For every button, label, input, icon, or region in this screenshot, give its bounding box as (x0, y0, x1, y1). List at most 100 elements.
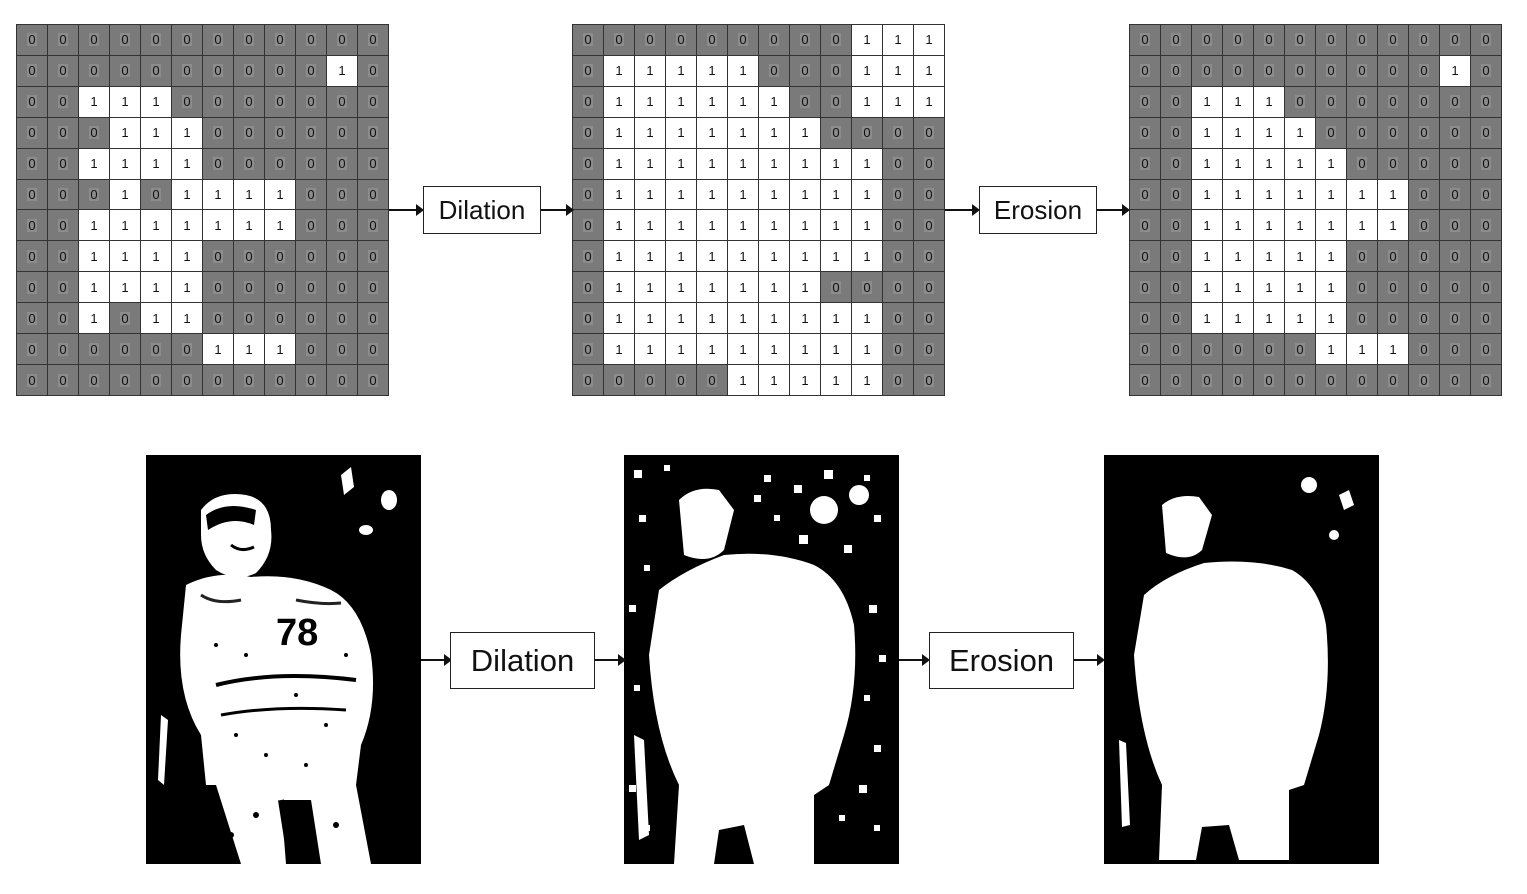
grid-cell-value: 0 (1388, 310, 1398, 326)
arrow-icon (421, 654, 452, 666)
grid-cell: 0 (914, 365, 944, 395)
grid-cell: 1 (759, 272, 789, 303)
grid-cell-value: 1 (677, 156, 685, 172)
grid-cell-value: 0 (1450, 217, 1460, 233)
grid-cell-value: 0 (1419, 125, 1429, 141)
grid-cell: 1 (728, 179, 758, 210)
grid-cell: 0 (327, 334, 357, 365)
grid-cell-value: 0 (1357, 372, 1367, 388)
grid-cell-value: 1 (1234, 94, 1242, 110)
grid-cell: 0 (1440, 210, 1470, 241)
grid-cell: 0 (1130, 303, 1160, 334)
grid-cell: 0 (1130, 210, 1160, 241)
grid-cell: 1 (759, 241, 789, 272)
grid-cell: 0 (296, 303, 326, 334)
grid-cell: 1 (790, 334, 820, 365)
svg-text:78: 78 (276, 612, 318, 654)
grid-cell-value: 0 (337, 279, 347, 295)
grid-cell-value: 0 (27, 125, 37, 141)
grid-cell: 1 (110, 148, 140, 179)
grid-cell: 0 (604, 365, 634, 395)
grid-cell: 0 (172, 55, 202, 86)
grid-cell: 0 (296, 55, 326, 86)
grid-cell-value: 0 (182, 341, 192, 357)
grid-cell-value: 0 (769, 32, 779, 48)
grid-cell: 1 (852, 86, 882, 117)
grid-cell: 0 (790, 86, 820, 117)
grid-cell-value: 0 (1140, 63, 1150, 79)
grid-cell-value: 1 (1358, 217, 1366, 233)
grid-cell: 0 (573, 86, 603, 117)
grid-cell: 0 (573, 210, 603, 241)
grid-cell-value: 1 (1358, 341, 1366, 357)
grid-cell: 0 (697, 365, 727, 395)
grid-cell-value: 1 (832, 156, 840, 172)
grid-cell: 1 (141, 117, 171, 148)
grid-cell: 0 (203, 303, 233, 334)
grid-cell: 0 (1409, 241, 1439, 272)
grid-cell: 0 (79, 117, 109, 148)
grid-cell-value: 0 (368, 372, 378, 388)
grid-cell: 1 (1254, 241, 1284, 272)
grid-cell: 0 (234, 303, 264, 334)
grid-cell-value: 0 (1419, 94, 1429, 110)
grid-cell-value: 0 (1481, 32, 1491, 48)
grid-cell-value: 1 (894, 32, 902, 48)
grid-cell: 0 (1409, 86, 1439, 117)
grid-cell: 0 (1161, 86, 1191, 117)
grid-cell: 0 (914, 272, 944, 303)
grid-cell: 1 (172, 179, 202, 210)
grid-cell-value: 1 (677, 310, 685, 326)
grid-cell-value: 1 (770, 310, 778, 326)
grid-cell-value: 1 (214, 341, 222, 357)
grid-cell: 1 (821, 179, 851, 210)
grid-cell-value: 0 (924, 310, 934, 326)
grid-cell: 0 (1192, 55, 1222, 86)
grid-cell: 0 (1161, 303, 1191, 334)
grid-cell-value: 0 (862, 279, 872, 295)
grid-cell-value: 0 (1388, 94, 1398, 110)
grid-cell-value: 0 (368, 248, 378, 264)
grid-cell-value: 0 (1140, 94, 1150, 110)
grid-cell: 1 (172, 241, 202, 272)
grid-cell-value: 0 (1140, 341, 1150, 357)
grid-cell: 1 (203, 334, 233, 365)
grid-cell-value: 0 (1140, 32, 1150, 48)
grid-cell: 1 (790, 148, 820, 179)
dilated-silhouette-image (624, 455, 899, 864)
grid-cell-value: 1 (1296, 125, 1304, 141)
grid-cell: 0 (1161, 241, 1191, 272)
grid-cell: 0 (1130, 272, 1160, 303)
grid-cell: 0 (914, 241, 944, 272)
grid-cell-value: 0 (1264, 341, 1274, 357)
grid-cell-value: 1 (832, 341, 840, 357)
grid-cell-value: 1 (863, 63, 871, 79)
grid-cell-value: 0 (1481, 187, 1491, 203)
grid-cell: 0 (79, 25, 109, 55)
grid-cell: 0 (759, 55, 789, 86)
grid-cell: 0 (821, 117, 851, 148)
grid-cell-value: 1 (338, 63, 346, 79)
grid-cell: 0 (327, 210, 357, 241)
grid-cell-value: 1 (183, 217, 191, 233)
grid-cell-value: 0 (831, 63, 841, 79)
grid-cell-value: 0 (1171, 125, 1181, 141)
grid-cell: 0 (17, 86, 47, 117)
grid-cell-value: 1 (1451, 63, 1459, 79)
grid-cell: 0 (1409, 210, 1439, 241)
grid-cell: 1 (635, 241, 665, 272)
grid-cell-value: 1 (1389, 187, 1397, 203)
grid-cell: 0 (1130, 179, 1160, 210)
grid-cell-value: 0 (707, 372, 717, 388)
grid-cell: 0 (327, 365, 357, 395)
grid-cell: 0 (1130, 25, 1160, 55)
grid-cell: 0 (1161, 334, 1191, 365)
grid-cell-value: 1 (245, 187, 253, 203)
grid-cell: 1 (1347, 334, 1377, 365)
grid-cell-value: 1 (770, 217, 778, 233)
grid-cell: 1 (1254, 272, 1284, 303)
grid-cell-value: 1 (646, 341, 654, 357)
grid-cell: 0 (110, 334, 140, 365)
grid-cell-value: 1 (615, 125, 623, 141)
grid-cell-value: 1 (646, 94, 654, 110)
